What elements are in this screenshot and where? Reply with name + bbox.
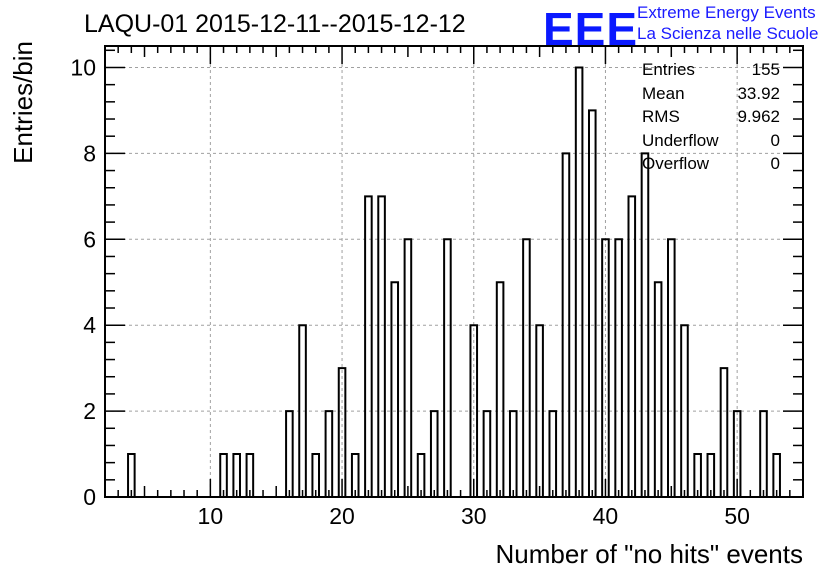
x-axis-label: Number of "no hits" events — [496, 539, 804, 569]
stat-value: 9.962 — [737, 107, 780, 127]
histogram-outline — [127, 66, 781, 497]
stat-label: Mean — [642, 83, 685, 103]
x-tick-label: 20 — [329, 503, 355, 529]
stat-label: Entries — [642, 60, 695, 79]
stat-value: 0 — [770, 154, 780, 174]
grid-lines — [105, 46, 803, 497]
x-tick-label: 50 — [724, 503, 750, 529]
axis-ticks — [104, 46, 804, 498]
stat-value: 155 — [751, 60, 780, 79]
y-tick-label: 8 — [83, 140, 96, 166]
stat-value: 0 — [770, 130, 780, 150]
logo-tagline-1: Extreme Energy Events — [637, 3, 816, 22]
stats-box: Entries 155 Mean 33.92 RMS 9.962 Underfl… — [642, 58, 780, 176]
chart-title: LAQU-01 2015-12-11--2015-12-12 — [84, 10, 466, 38]
y-tick-label: 0 — [83, 484, 96, 510]
y-tick-label: 6 — [83, 226, 96, 252]
eee-logo: EEE — [543, 3, 639, 55]
x-tick-label: 30 — [461, 503, 487, 529]
plot-frame — [104, 45, 804, 498]
stat-row-entries: Entries 155 — [642, 58, 780, 82]
y-tick-label: 4 — [83, 312, 96, 338]
stat-row-underflow: Underflow 0 — [642, 129, 780, 153]
stat-label: RMS — [642, 107, 680, 127]
stat-label: Overflow — [642, 154, 710, 174]
y-tick-label: 10 — [70, 54, 96, 80]
stat-row-mean: Mean 33.92 — [642, 82, 780, 106]
axis-tick-labels: 10 20 30 40 50 0 2 4 6 8 10 — [70, 54, 750, 529]
x-tick-label: 40 — [593, 503, 619, 529]
stat-label: Underflow — [642, 130, 719, 150]
logo-tagline-2: La Scienza nelle Scuole — [637, 24, 819, 43]
stat-row-overflow: Overflow 0 — [642, 152, 780, 176]
stat-value: 33.92 — [737, 83, 780, 103]
stat-row-rms: RMS 9.962 — [642, 105, 780, 129]
x-tick-label: 10 — [198, 503, 224, 529]
y-axis-label: Entries/bin — [8, 41, 38, 164]
y-tick-label: 2 — [83, 398, 96, 424]
